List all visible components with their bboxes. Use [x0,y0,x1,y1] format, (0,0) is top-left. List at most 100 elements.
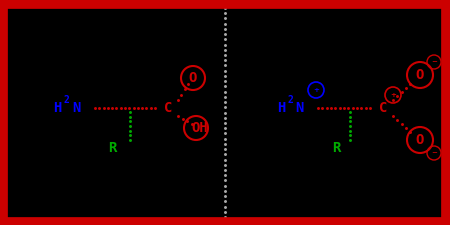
Point [346,119,354,123]
Text: R: R [332,141,340,155]
Point [315,106,322,110]
Point [221,32,229,36]
Point [221,147,229,151]
Point [221,158,229,161]
Point [126,124,134,128]
Point [394,94,401,98]
Point [130,106,137,110]
Point [323,106,330,110]
Point [221,205,229,208]
Point [221,132,229,135]
Point [221,95,229,99]
Point [104,106,112,110]
Point [221,64,229,67]
Point [362,106,369,110]
Point [178,93,185,97]
Text: N: N [72,101,81,115]
Point [126,129,134,133]
Point [184,82,192,86]
Point [122,106,129,110]
Point [346,138,354,142]
Point [221,48,229,52]
Point [181,88,188,91]
Point [221,137,229,140]
Point [221,79,229,83]
Point [221,210,229,214]
Point [221,116,229,119]
Point [221,153,229,156]
Point [96,106,103,110]
Point [221,215,229,219]
Point [126,119,134,123]
Point [406,82,414,86]
Point [332,106,339,110]
Point [346,133,354,137]
Point [346,110,354,114]
Point [221,11,229,15]
Point [221,142,229,146]
Point [221,53,229,57]
Point [221,27,229,31]
Point [126,115,134,119]
Point [126,106,133,110]
Point [221,100,229,104]
Point [394,118,401,122]
Point [221,121,229,125]
Point [221,22,229,25]
Point [221,179,229,182]
Point [221,106,229,109]
Point [221,38,229,41]
Point [175,114,182,118]
Point [139,106,146,110]
Point [349,106,356,110]
Point [134,106,141,110]
Point [336,106,343,110]
Point [91,106,99,110]
Point [221,58,229,62]
Text: H: H [54,101,62,115]
Point [398,90,405,94]
Point [366,106,373,110]
Text: 2: 2 [287,95,293,105]
Point [221,85,229,88]
Point [221,173,229,177]
Text: −: − [431,150,437,156]
Point [221,69,229,72]
Point [221,74,229,78]
Text: N: N [295,101,303,115]
Point [113,106,120,110]
Point [346,124,354,128]
Point [353,106,360,110]
Point [179,117,186,120]
Text: −: − [431,59,437,65]
Point [340,106,347,110]
Text: C: C [164,101,172,115]
Point [175,98,182,102]
Point [221,163,229,166]
Text: R: R [108,141,116,155]
Point [345,106,352,110]
Point [358,106,365,110]
Text: H: H [277,101,285,115]
Point [221,194,229,198]
Point [221,126,229,130]
Text: O: O [416,133,424,147]
Point [221,90,229,93]
Point [100,106,107,110]
Text: C: C [379,101,387,115]
Point [328,106,335,110]
Point [117,106,124,110]
Point [402,126,410,130]
Point [143,106,150,110]
Point [126,133,134,137]
Point [189,122,196,126]
Point [389,114,396,118]
Point [221,189,229,193]
Point [221,111,229,114]
Point [221,168,229,172]
Text: O: O [189,71,197,85]
Text: 2: 2 [64,95,70,105]
Point [221,17,229,20]
Text: O: O [416,68,424,82]
Point [406,130,414,134]
